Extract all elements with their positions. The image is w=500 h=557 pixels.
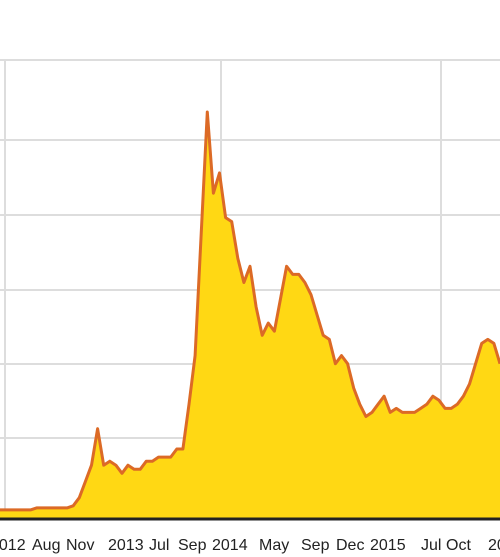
x-tick-label: Nov [66, 537, 94, 554]
x-tick-labels: 2012 Aug Nov 2013 Jul Sep 2014 May Sep Dec 2015 Jul… [0, 537, 500, 554]
x-tick-label: May [259, 537, 289, 554]
x-tick-label: Sep [301, 537, 330, 554]
x-tick-label: Sep [178, 537, 207, 554]
x-tick-label: 2013 [108, 537, 144, 554]
series-line [0, 110, 500, 512]
x-tick-label: 20 [488, 537, 500, 554]
x-tick-label: Jul [149, 537, 169, 554]
x-tick-label: 2014 [212, 537, 248, 554]
x-tick-label: 2015 [370, 537, 406, 554]
series-area [0, 112, 500, 518]
x-tick-label: 2012 [0, 537, 26, 554]
x-tick-label: Aug [32, 537, 60, 554]
x-tick-label: Dec [336, 537, 364, 554]
x-tick-label: Oct [446, 537, 471, 554]
x-tick-label: Jul [421, 537, 441, 554]
